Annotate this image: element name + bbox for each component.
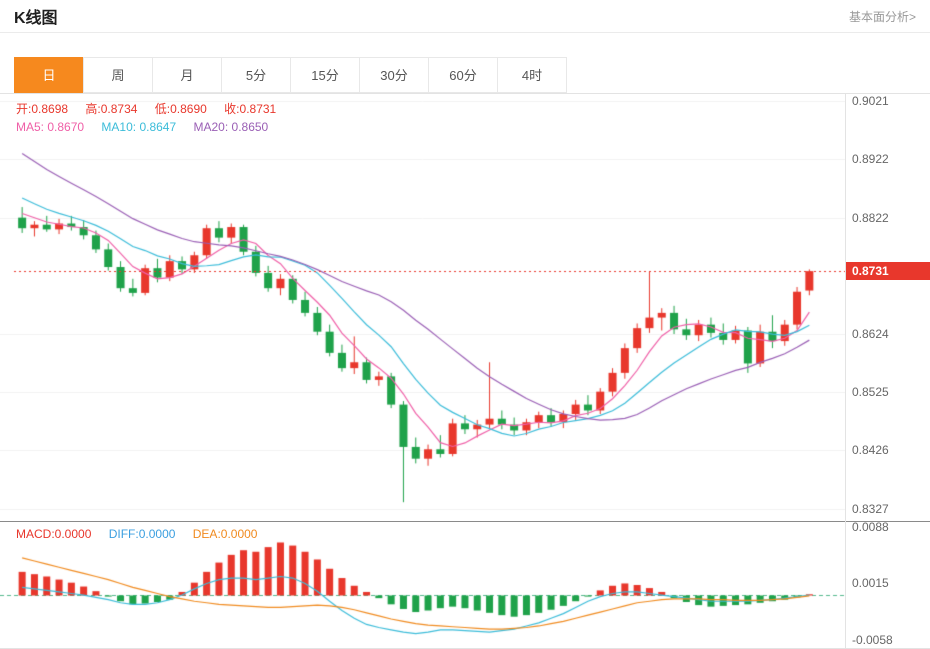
open-readout: 开:0.8698 [16,102,69,116]
ma10-readout: MA10: 0.8647 [101,120,177,134]
y-axis-label: 0.8624 [852,327,889,342]
price-chart-canvas[interactable] [0,93,845,521]
y-axis-label: 0.8426 [852,443,889,458]
fundamental-analysis-link[interactable]: 基本面分析> [848,9,916,24]
macd-readout: MACD:0.0000 [16,527,92,541]
tab-monthly[interactable]: 月 [152,57,222,93]
diff-readout: DIFF:0.0000 [108,527,176,541]
y-axis-label: 0.9021 [852,93,889,108]
high-readout: 高:0.8734 [85,102,138,116]
ohlc-legend: 开:0.8698 高:0.8734 低:0.8690 收:0.8731 [16,100,290,117]
tab-weekly[interactable]: 周 [83,57,153,93]
macd-legend: MACD:0.0000 DIFF:0.0000 DEA:0.0000 [16,527,271,541]
chart-area: 0.9021 0.8922 0.8822 0.8624 0.8525 0.8426 0.83… [0,93,930,649]
page-header: K线图 基本面分析> [0,0,930,33]
price-axis: 0.9021 0.8922 0.8822 0.8624 0.8525 0.8426 0.83… [846,93,930,521]
dea-readout: DEA:0.0000 [192,527,258,541]
macd-axis-label: 0.0015 [852,576,889,591]
panel-separator [0,521,930,522]
y-axis-label: 0.8525 [852,385,889,400]
tab-30min[interactable]: 30分 [359,57,429,93]
tab-15min[interactable]: 15分 [290,57,360,93]
ma5-readout: MA5: 0.8670 [16,120,85,134]
axis-divider [845,93,846,649]
tab-60min[interactable]: 60分 [428,57,498,93]
macd-chart-canvas[interactable] [0,522,845,649]
tab-daily[interactable]: 日 [14,57,84,93]
ma-legend: MA5: 0.8670 MA10: 0.8647 MA20: 0.8650 [16,120,282,134]
tab-5min[interactable]: 5分 [221,57,291,93]
y-axis-label: 0.8922 [852,151,889,166]
y-axis-label: 0.8822 [852,210,889,225]
timeframe-tabs: 日 周 月 5分 15分 30分 60分 4时 [14,57,567,93]
tab-4hour[interactable]: 4时 [497,57,567,93]
y-axis-label: 0.8327 [852,501,889,516]
low-readout: 低:0.8690 [154,102,207,116]
macd-axis-label: 0.0088 [852,520,889,535]
macd-axis-label: -0.0058 [852,632,893,647]
ma20-readout: MA20: 0.8650 [193,120,269,134]
page-title: K线图 [14,10,58,27]
close-readout: 收:0.8731 [224,102,277,116]
current-price-tag: 0.8731 [846,262,930,281]
macd-axis: 0.0088 0.0015 -0.0058 [846,520,930,649]
